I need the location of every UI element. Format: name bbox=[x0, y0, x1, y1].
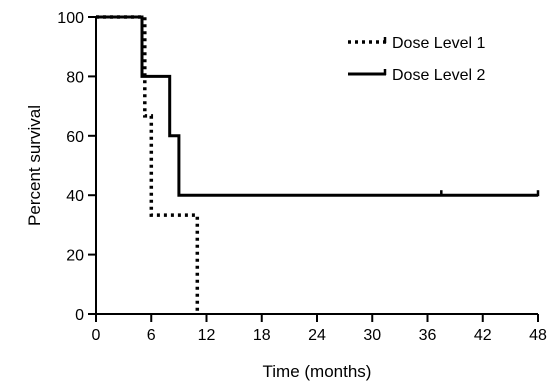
x-tick-label: 24 bbox=[308, 327, 326, 344]
x-tick-label: 48 bbox=[529, 327, 547, 344]
series-line-dose-level-2 bbox=[96, 15, 538, 197]
y-tick-label: 100 bbox=[57, 10, 84, 27]
y-tick-label: 0 bbox=[75, 307, 84, 324]
y-tick-label: 40 bbox=[66, 188, 84, 205]
y-tick-label: 80 bbox=[66, 69, 84, 86]
x-tick-label: 6 bbox=[147, 327, 156, 344]
x-axis-title: Time (months) bbox=[263, 362, 372, 381]
x-tick-label: 18 bbox=[253, 327, 271, 344]
series-line-dose-level-1 bbox=[96, 15, 200, 314]
x-tick-label: 12 bbox=[198, 327, 216, 344]
x-tick-label: 30 bbox=[363, 327, 381, 344]
x-tick-label: 42 bbox=[474, 327, 492, 344]
y-axis: 0 20 40 60 80 100 bbox=[57, 10, 97, 324]
legend-label-dose-level-1: Dose Level 1 bbox=[392, 35, 485, 52]
x-tick-label: 36 bbox=[419, 327, 437, 344]
legend: Dose Level 1 Dose Level 2 bbox=[348, 35, 485, 84]
y-axis-title: Percent survival bbox=[25, 105, 44, 226]
x-axis: 0 6 12 18 24 30 36 42 48 bbox=[92, 313, 547, 344]
legend-label-dose-level-2: Dose Level 2 bbox=[392, 67, 485, 84]
y-tick-label: 60 bbox=[66, 129, 84, 146]
plot-area bbox=[96, 15, 540, 314]
x-tick-label: 0 bbox=[92, 327, 101, 344]
y-tick-label: 20 bbox=[66, 248, 84, 265]
